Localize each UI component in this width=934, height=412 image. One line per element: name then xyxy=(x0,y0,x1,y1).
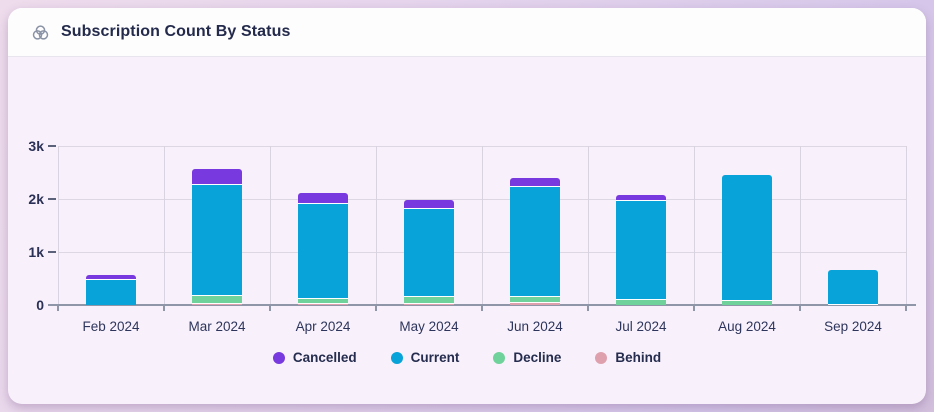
x-axis-tick xyxy=(905,305,907,311)
y-axis-label: 2k xyxy=(28,191,44,207)
legend-dot-behind xyxy=(595,351,608,364)
subscription-chart-card: Subscription Count By Status 3k 2k 1k 0 Feb … xyxy=(8,8,926,404)
card-header: Subscription Count By Status xyxy=(8,8,926,57)
v-gridline xyxy=(588,146,589,305)
bar-segment-decline[interactable] xyxy=(616,299,666,305)
x-axis-label: Apr 2024 xyxy=(295,319,351,334)
bar-segment-current[interactable] xyxy=(828,270,878,304)
v-gridline xyxy=(906,146,907,305)
bar-segment-behind[interactable] xyxy=(404,302,454,305)
bar-segment-behind[interactable] xyxy=(192,302,242,305)
bar-segment-current[interactable] xyxy=(722,175,772,300)
bar-segment-decline[interactable] xyxy=(192,294,242,303)
bar-apr-2024 xyxy=(298,146,348,305)
legend-item-current[interactable]: Current xyxy=(390,350,460,365)
x-axis-line xyxy=(48,304,916,306)
bar-segment-decline[interactable] xyxy=(404,296,454,303)
bar-segment-decline[interactable] xyxy=(298,297,348,303)
legend-item-cancelled[interactable]: Cancelled xyxy=(272,350,357,365)
legend-item-behind[interactable]: Behind xyxy=(595,350,661,365)
bar-jul-2024 xyxy=(616,146,666,305)
y-axis-label: 3k xyxy=(28,138,44,154)
bar-sep-2024 xyxy=(828,146,878,305)
y-axis-label: 1k xyxy=(28,244,44,260)
x-axis-label: Feb 2024 xyxy=(82,319,140,334)
x-axis-tick xyxy=(163,305,165,311)
bar-segment-behind[interactable] xyxy=(510,302,560,305)
x-axis-label: May 2024 xyxy=(399,319,459,334)
bar-segment-cancelled[interactable] xyxy=(404,200,454,209)
legend-dot-decline xyxy=(493,351,506,364)
status-venn-icon xyxy=(30,22,51,43)
x-axis-tick xyxy=(375,305,377,311)
x-axis-label: Mar 2024 xyxy=(188,319,246,334)
x-axis-label: Sep 2024 xyxy=(824,319,882,334)
v-gridline xyxy=(164,146,165,305)
y-axis-tick xyxy=(48,145,56,147)
x-axis-label: Jun 2024 xyxy=(507,319,563,334)
x-axis-tick xyxy=(269,305,271,311)
bar-jun-2024 xyxy=(510,146,560,305)
bar-segment-cancelled[interactable] xyxy=(298,193,348,204)
x-axis-tick xyxy=(57,305,59,311)
x-axis-label: Aug 2024 xyxy=(718,319,776,334)
legend-item-decline[interactable]: Decline xyxy=(493,350,561,365)
bar-feb-2024 xyxy=(86,146,136,305)
bar-segment-cancelled[interactable] xyxy=(86,275,136,280)
legend-dot-current xyxy=(390,351,403,364)
y-axis-label: 0 xyxy=(36,297,44,313)
x-axis-tick xyxy=(799,305,801,311)
page-title: Subscription Count By Status xyxy=(61,23,291,40)
bar-segment-current[interactable] xyxy=(298,203,348,298)
bar-may-2024 xyxy=(404,146,454,305)
bar-segment-current[interactable] xyxy=(616,200,666,300)
legend-label: Behind xyxy=(615,350,662,365)
bar-segment-current[interactable] xyxy=(404,208,454,297)
chart-legend: Cancelled Current Decline Behind xyxy=(8,350,926,365)
legend-dot-cancelled xyxy=(272,351,285,364)
bar-segment-cancelled[interactable] xyxy=(192,169,242,185)
y-axis-tick xyxy=(48,198,56,200)
v-gridline xyxy=(270,146,271,305)
y-axis-tick xyxy=(48,251,56,253)
stacked-bar-chart: 3k 2k 1k 0 Feb 2024 Mar 2024 Apr 2024 May 2024 J… xyxy=(8,8,926,404)
bar-segment-decline[interactable] xyxy=(510,296,560,303)
x-axis-tick xyxy=(587,305,589,311)
v-gridline xyxy=(482,146,483,305)
x-axis-tick xyxy=(481,305,483,311)
bar-segment-decline[interactable] xyxy=(828,303,878,305)
bar-mar-2024 xyxy=(192,146,242,305)
bar-segment-cancelled[interactable] xyxy=(510,177,560,186)
x-axis-label: Jul 2024 xyxy=(615,319,667,334)
bar-segment-current[interactable] xyxy=(192,184,242,295)
v-gridline xyxy=(694,146,695,305)
v-gridline xyxy=(376,146,377,305)
bar-segment-cancelled[interactable] xyxy=(616,195,666,201)
bar-aug-2024 xyxy=(722,146,772,305)
bar-segment-current[interactable] xyxy=(510,185,560,296)
x-axis-tick xyxy=(693,305,695,311)
bar-segment-behind[interactable] xyxy=(298,302,348,305)
v-gridline xyxy=(800,146,801,305)
bar-segment-decline[interactable] xyxy=(722,299,772,305)
legend-label: Current xyxy=(410,350,460,365)
legend-label: Cancelled xyxy=(292,350,357,365)
v-gridline xyxy=(58,146,59,305)
bar-segment-current[interactable] xyxy=(86,279,136,305)
legend-label: Decline xyxy=(513,350,562,365)
